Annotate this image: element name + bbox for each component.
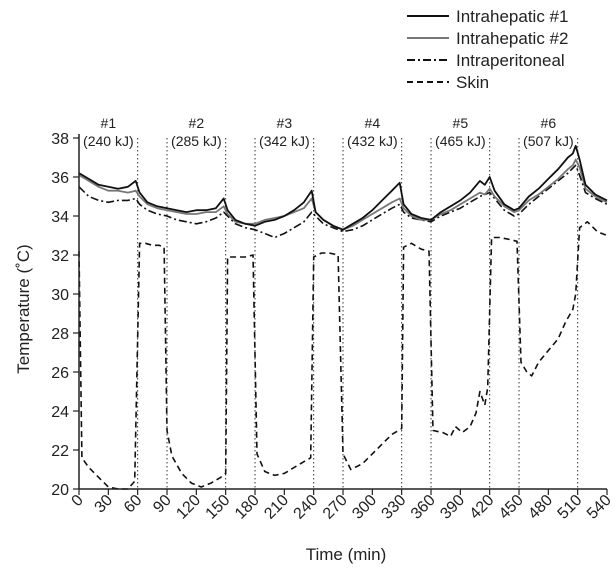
y-tick-label: 32	[51, 248, 69, 265]
series-line-intrahepatic-2	[78, 158, 608, 231]
y-tick-label: 38	[51, 131, 69, 148]
series-line-intrahepatic-1	[78, 144, 608, 231]
legend: Intrahepatic #1 Intrahepatic #2 Intraperit…	[407, 7, 568, 92]
ablation-2-label: #2	[189, 115, 205, 131]
x-tick-label: 390	[437, 492, 468, 523]
series-lines	[78, 144, 608, 490]
y-tick-label: 20	[51, 482, 69, 499]
y-tick-label: 22	[51, 443, 69, 460]
series-line-intraperitoneal	[78, 164, 608, 239]
ablation-3-energy: (342 kJ)	[259, 133, 310, 149]
y-tick-label: 34	[51, 209, 69, 226]
y-tick-label: 36	[51, 170, 69, 187]
x-tick-label: 300	[349, 492, 380, 523]
ablation-6-energy: (507 kJ)	[523, 133, 574, 149]
ablation-4-energy: (432 kJ)	[347, 133, 398, 149]
x-tick-label: 210	[261, 492, 292, 523]
ablation-1-energy: (240 kJ)	[83, 133, 134, 149]
x-tick-label: 180	[232, 492, 263, 523]
x-tick-label: 0	[69, 492, 87, 510]
x-tick-label: 90	[150, 492, 175, 517]
x-tick-label: 510	[555, 492, 586, 523]
x-tick-label: 30	[92, 492, 117, 517]
ablation-markers: #1 (240 kJ) #2 (285 kJ) #3 (342 kJ) #4 (432 kJ)…	[78, 115, 579, 489]
legend-label: Intrahepatic #1	[456, 7, 568, 26]
x-tick-label: 270	[320, 492, 351, 523]
ablation-6-label: #6	[541, 115, 557, 131]
x-tick-label: 360	[408, 492, 439, 523]
x-tick-label: 60	[121, 492, 146, 517]
y-tick-label: 26	[51, 365, 69, 382]
legend-label: Intraperitoneal	[456, 51, 565, 70]
x-tick-label: 120	[173, 492, 204, 523]
x-tick-label: 450	[496, 492, 527, 523]
legend-label: Skin	[456, 73, 489, 92]
x-tick-label: 240	[291, 492, 322, 523]
ablation-1-label: #1	[101, 115, 117, 131]
y-tick-label: 30	[51, 287, 69, 304]
ablation-3-label: #3	[277, 115, 293, 131]
y-tick-label: 28	[51, 326, 69, 343]
x-tick-label: 330	[379, 492, 410, 523]
x-tick-label: 480	[525, 492, 556, 523]
legend-label: Intrahepatic #2	[456, 29, 568, 48]
ablation-5-energy: (465 kJ)	[435, 133, 486, 149]
x-tick-label: 540	[584, 492, 615, 523]
y-axis-label: Temperature (˚C)	[14, 244, 33, 373]
x-axis-label: Time (min)	[306, 545, 387, 564]
series-line-skin	[78, 221, 608, 490]
ablation-5-label: #5	[453, 115, 469, 131]
y-tick-label: 24	[51, 404, 69, 421]
x-tick-label: 420	[467, 492, 498, 523]
ablation-4-label: #4	[365, 115, 381, 131]
ablation-2-energy: (285 kJ)	[171, 133, 222, 149]
x-tick-label: 150	[203, 492, 234, 523]
